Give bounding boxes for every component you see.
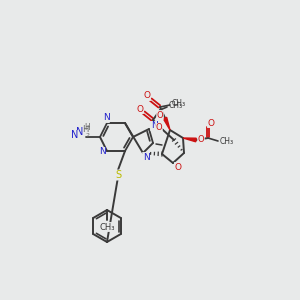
Text: CH₃: CH₃ — [172, 100, 186, 109]
Text: N: N — [142, 152, 149, 161]
Text: CH₃: CH₃ — [169, 101, 183, 110]
Text: H: H — [84, 122, 90, 131]
Text: N: N — [103, 113, 110, 122]
Text: N: N — [151, 122, 158, 130]
Text: CH₃: CH₃ — [99, 223, 115, 232]
Text: S: S — [115, 170, 121, 180]
Text: N: N — [76, 127, 84, 137]
Text: O: O — [175, 163, 182, 172]
Text: O: O — [198, 136, 204, 145]
Text: O: O — [156, 124, 162, 133]
Text: O: O — [136, 104, 143, 113]
Text: O: O — [157, 110, 163, 119]
Text: N: N — [99, 148, 105, 157]
Polygon shape — [183, 138, 196, 142]
Text: O: O — [208, 118, 214, 127]
Text: N: N — [70, 130, 78, 140]
Text: H: H — [82, 124, 88, 134]
Text: O: O — [143, 92, 151, 100]
Polygon shape — [163, 117, 170, 130]
Text: 2: 2 — [86, 133, 90, 138]
Text: CH₃: CH₃ — [220, 137, 234, 146]
